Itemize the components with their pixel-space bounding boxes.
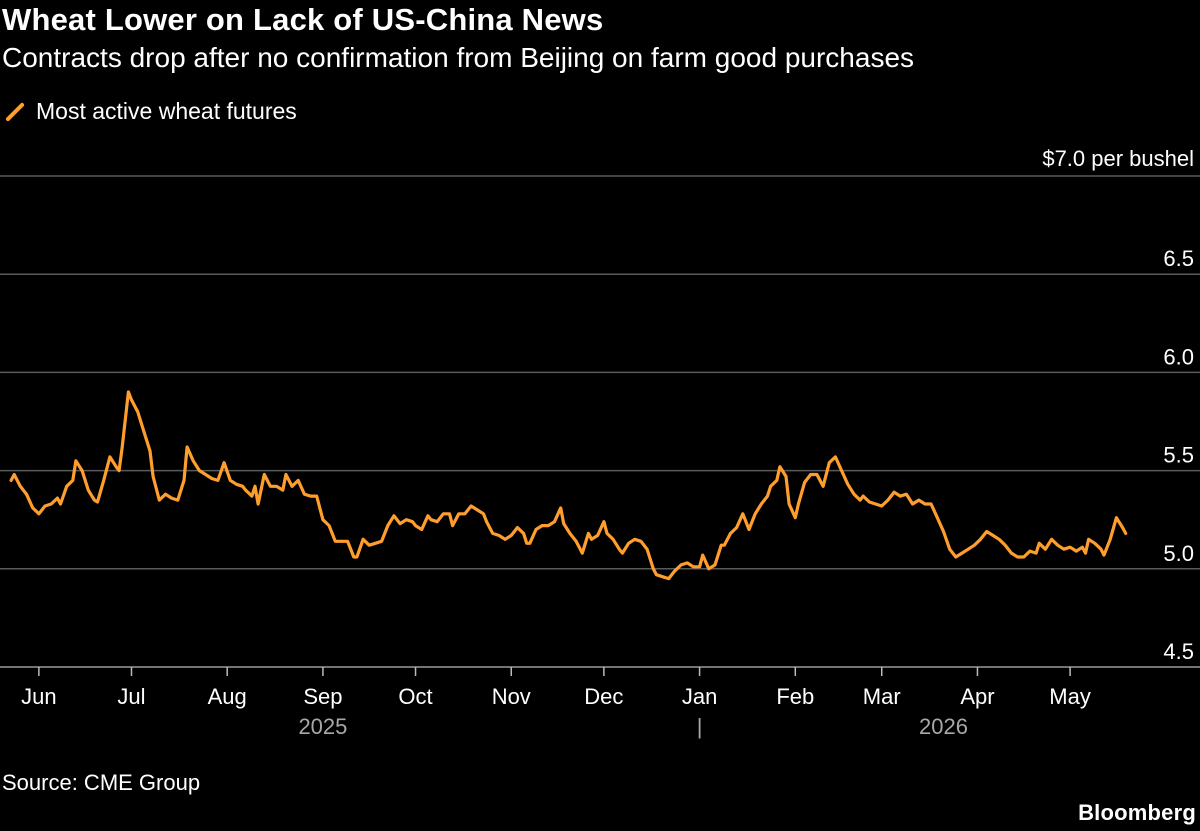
source-note: Source: CME Group bbox=[2, 770, 201, 795]
y-tick-label: 5.0 bbox=[1163, 541, 1194, 566]
x-tick-label: May bbox=[1049, 684, 1091, 709]
x-tick-label: Jan bbox=[682, 684, 717, 709]
x-tick-label: Aug bbox=[208, 684, 247, 709]
x-year-label: 2025 bbox=[298, 714, 347, 739]
x-tick-label: Feb bbox=[776, 684, 814, 709]
gridlines bbox=[0, 175, 1200, 668]
bloomberg-logo: Bloomberg bbox=[1078, 800, 1196, 825]
y-axis-tick-labels: 6.5 6.0 5.5 5.0 4.5 $7.0 per bushel bbox=[1042, 146, 1194, 664]
x-tick-label: Mar bbox=[863, 684, 901, 709]
x-tick-label: Jul bbox=[117, 684, 145, 709]
y-tick-label: 6.0 bbox=[1163, 344, 1194, 369]
series-layer bbox=[9, 390, 1128, 581]
legend-label: Most active wheat futures bbox=[36, 98, 297, 124]
series-line bbox=[9, 390, 1128, 581]
chart-title: Wheat Lower on Lack of US-China News bbox=[2, 2, 604, 37]
y-tick-label: 6.5 bbox=[1163, 246, 1194, 271]
x-tick-label: Sep bbox=[303, 684, 342, 709]
x-year-divider: | bbox=[697, 714, 703, 739]
x-axis: Jun Jul Aug Sep Oct Nov Dec Jan Feb Mar Apr May 2025… bbox=[21, 667, 1091, 739]
chart-subtitle: Contracts drop after no confirmation fro… bbox=[2, 42, 915, 73]
y-axis-unit-label: $7.0 per bushel bbox=[1042, 146, 1194, 171]
x-year-label: 2026 bbox=[919, 714, 968, 739]
legend: Most active wheat futures bbox=[4, 98, 297, 125]
x-tick-label: Dec bbox=[584, 684, 623, 709]
y-tick-label: 5.5 bbox=[1163, 443, 1194, 468]
x-tick-label: Nov bbox=[492, 684, 531, 709]
x-tick-label: Oct bbox=[398, 684, 432, 709]
x-tick-label: Jun bbox=[21, 684, 56, 709]
y-tick-label: 4.5 bbox=[1163, 639, 1194, 664]
x-tick-label: Apr bbox=[960, 684, 994, 709]
